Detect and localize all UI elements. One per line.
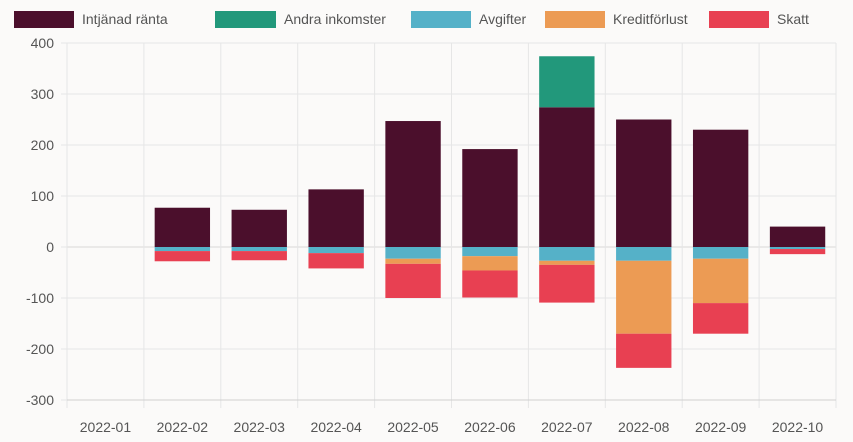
bar-kreditforlust-2022-08[interactable] (616, 260, 672, 334)
legend-label-andra-inkomster[interactable]: Andra inkomster (284, 11, 386, 27)
bar-avgifter-2022-05[interactable] (385, 247, 441, 259)
x-tick-label-2022-06: 2022-06 (464, 419, 516, 435)
bar-intjanad-ranta-2022-10[interactable] (769, 226, 826, 247)
x-tick-label-2022-03: 2022-03 (234, 419, 286, 435)
y-tick-label-200: -200 (26, 341, 54, 357)
bar-intjanad-ranta-2022-06[interactable] (462, 149, 518, 247)
y-tick-label-300: -300 (26, 392, 54, 408)
bar-intjanad-ranta-2022-03[interactable] (231, 209, 287, 247)
bar-skatt-2022-03[interactable] (231, 251, 287, 261)
y-tick-label-400: 400 (31, 35, 55, 51)
x-tick-label-2022-09: 2022-09 (695, 419, 747, 435)
bar-skatt-2022-07[interactable] (539, 264, 595, 303)
grid (61, 42, 837, 408)
legend-swatch-kreditforlust[interactable] (545, 11, 605, 28)
legend-label-kreditforlust[interactable]: Kreditförlust (613, 11, 688, 27)
x-tick-label-2022-01: 2022-01 (80, 419, 132, 435)
bar-intjanad-ranta-2022-05[interactable] (385, 121, 441, 247)
bar-intjanad-ranta-2022-07[interactable] (539, 107, 595, 247)
legend-swatch-andra-inkomster[interactable] (215, 11, 276, 28)
x-tick-label-2022-07: 2022-07 (541, 419, 593, 435)
bar-avgifter-2022-06[interactable] (462, 247, 518, 257)
bar-avgifter-2022-02[interactable] (154, 247, 211, 252)
bar-skatt-2022-09[interactable] (692, 303, 749, 334)
y-tick-label-100: 100 (31, 188, 55, 204)
bar-kreditforlust-2022-05[interactable] (385, 258, 441, 264)
y-tick-label-300: 300 (31, 86, 55, 102)
bar-skatt-2022-02[interactable] (154, 251, 211, 262)
bar-skatt-2022-05[interactable] (385, 263, 441, 298)
legend-swatch-avgifter[interactable] (411, 11, 471, 28)
bar-intjanad-ranta-2022-04[interactable] (308, 189, 364, 247)
bar-avgifter-2022-04[interactable] (308, 247, 364, 254)
bar-avgifter-2022-09[interactable] (692, 247, 749, 259)
bar-intjanad-ranta-2022-09[interactable] (692, 129, 749, 247)
bar-avgifter-2022-10[interactable] (769, 247, 826, 250)
bar-kreditforlust-2022-06[interactable] (462, 256, 518, 271)
legend-swatch-intjanad-ranta[interactable] (14, 11, 74, 28)
x-tick-label-2022-10: 2022-10 (772, 419, 824, 435)
bar-andra-inkomster-2022-07[interactable] (539, 56, 595, 108)
x-tick-label-2022-05: 2022-05 (387, 419, 439, 435)
legend-swatch-skatt[interactable] (709, 11, 769, 28)
bar-kreditforlust-2022-09[interactable] (692, 258, 749, 304)
bars (154, 56, 826, 368)
legend-label-intjanad-ranta[interactable]: Intjänad ränta (82, 11, 168, 27)
bar-intjanad-ranta-2022-02[interactable] (154, 207, 211, 247)
legend-label-avgifter[interactable]: Avgifter (479, 11, 527, 27)
y-tick-label-200: 200 (31, 137, 55, 153)
bar-avgifter-2022-07[interactable] (539, 247, 595, 261)
bar-avgifter-2022-08[interactable] (616, 247, 672, 261)
y-tick-label-0: 0 (46, 239, 54, 255)
legend: Intjänad ränta Andra inkomster Avgifter Kre… (14, 11, 809, 28)
bar-skatt-2022-08[interactable] (616, 333, 672, 368)
axes: 400 300 200 100 0 -100 -200 -300 2022-01 2022-02 2… (26, 35, 836, 435)
bar-kreditforlust-2022-07[interactable] (539, 260, 595, 265)
bar-skatt-2022-06[interactable] (462, 270, 518, 298)
legend-label-skatt[interactable]: Skatt (777, 11, 809, 27)
y-tick-label-100: -100 (26, 290, 54, 306)
x-tick-label-2022-08: 2022-08 (618, 419, 670, 435)
bar-intjanad-ranta-2022-08[interactable] (616, 119, 672, 248)
bar-avgifter-2022-03[interactable] (231, 247, 287, 252)
x-tick-label-2022-04: 2022-04 (310, 419, 362, 435)
bar-skatt-2022-10[interactable] (769, 249, 826, 255)
x-tick-label-2022-02: 2022-02 (157, 419, 209, 435)
bar-skatt-2022-04[interactable] (308, 253, 364, 269)
